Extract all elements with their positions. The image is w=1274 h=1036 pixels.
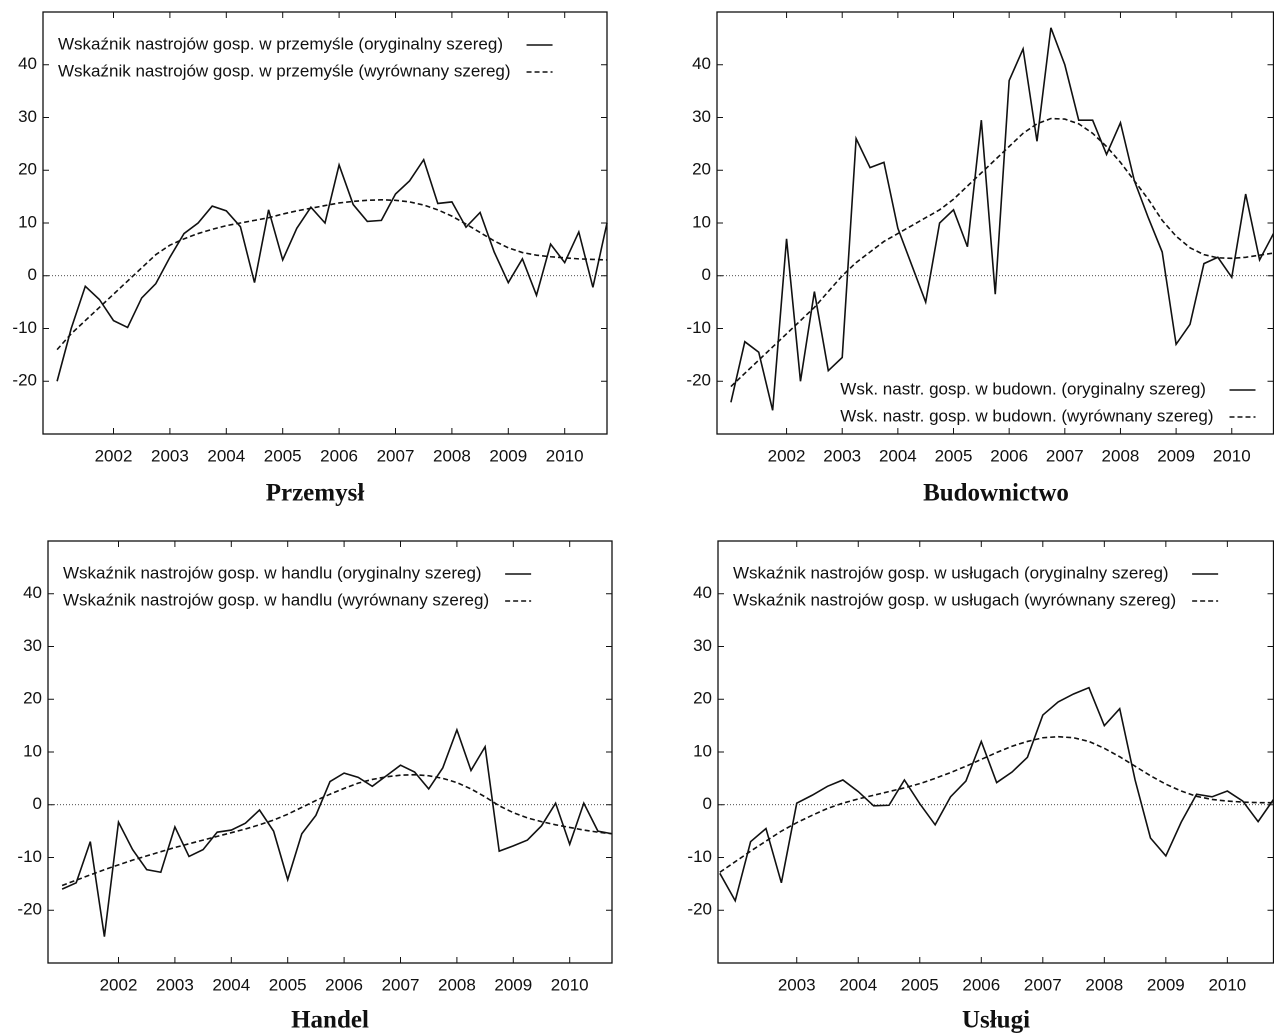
x-tick-label: 2008 — [438, 975, 476, 994]
legend-label: Wsk. nastr. gosp. w budown. (wyrównany s… — [840, 406, 1213, 425]
legend-label: Wsk. nastr. gosp. w budown. (oryginalny … — [840, 379, 1206, 398]
y-tick-label: 40 — [693, 583, 712, 602]
y-tick-label: 10 — [693, 741, 712, 760]
x-tick-label: 2008 — [433, 446, 471, 465]
y-tick-label: -10 — [12, 318, 37, 337]
series-line — [719, 735, 1274, 873]
legend-label: Wskaźnik nastrojów gosp. w handlu (wyrów… — [63, 590, 489, 609]
y-tick-label: 20 — [693, 689, 712, 708]
legend-label: Wskaźnik nastrojów gosp. w przemyśle (wy… — [58, 61, 511, 80]
y-tick-label: 20 — [23, 689, 42, 708]
y-tick-label: 30 — [692, 107, 711, 126]
x-tick-label: 2005 — [264, 446, 302, 465]
x-tick-label: 2008 — [1085, 975, 1123, 994]
x-tick-label: 2007 — [382, 975, 420, 994]
x-tick-label: 2003 — [823, 446, 861, 465]
y-tick-label: -20 — [17, 900, 42, 919]
x-tick-label: 2003 — [156, 975, 194, 994]
x-tick-label: 2002 — [95, 446, 133, 465]
x-tick-label: 2005 — [935, 446, 973, 465]
x-tick-label: 2006 — [990, 446, 1028, 465]
legend-label: Wskaźnik nastrojów gosp. w handlu (orygi… — [63, 563, 482, 582]
x-tick-label: 2009 — [1157, 446, 1195, 465]
x-tick-label: 2009 — [1147, 975, 1185, 994]
x-tick-label: 2004 — [879, 446, 917, 465]
series-line — [730, 117, 1274, 388]
y-tick-label: 40 — [23, 583, 42, 602]
x-tick-label: 2009 — [494, 975, 532, 994]
y-tick-label: -20 — [686, 371, 711, 390]
x-tick-label: 2006 — [962, 975, 1000, 994]
x-tick-label: 2010 — [546, 446, 584, 465]
x-tick-label: 2009 — [489, 446, 527, 465]
y-tick-label: 30 — [18, 107, 37, 126]
x-tick-label: 2002 — [100, 975, 138, 994]
x-tick-label: 2004 — [212, 975, 250, 994]
y-tick-label: 20 — [692, 160, 711, 179]
x-tick-label: 2005 — [269, 975, 307, 994]
y-tick-label: 40 — [18, 54, 37, 73]
legend: Wskaźnik nastrojów gosp. w przemyśle (or… — [58, 34, 553, 80]
plot-frame — [716, 11, 1274, 435]
legend-label: Wskaźnik nastrojów gosp. w usługach (wyr… — [733, 590, 1176, 609]
y-tick-label: -10 — [687, 847, 712, 866]
x-tick-label: 2004 — [207, 446, 245, 465]
x-tick-label: 2003 — [778, 975, 816, 994]
y-tick-label: 0 — [702, 265, 711, 284]
legend: Wskaźnik nastrojów gosp. w handlu (orygi… — [63, 563, 532, 609]
x-tick-label: 2008 — [1102, 446, 1140, 465]
y-tick-label: -10 — [17, 847, 42, 866]
y-tick-label: -10 — [686, 318, 711, 337]
legend-label: Wskaźnik nastrojów gosp. w usługach (ory… — [733, 563, 1169, 582]
y-tick-label: 0 — [703, 794, 712, 813]
y-tick-label: 10 — [18, 212, 37, 231]
y-tick-label: 10 — [23, 741, 42, 760]
x-tick-label: 2006 — [320, 446, 358, 465]
y-tick-label: 0 — [28, 265, 37, 284]
x-tick-label: 2004 — [839, 975, 877, 994]
series-line — [730, 27, 1274, 411]
x-tick-label: 2010 — [1208, 975, 1246, 994]
y-tick-label: 20 — [18, 160, 37, 179]
y-tick-label: 0 — [33, 794, 42, 813]
x-tick-label: 2007 — [1046, 446, 1084, 465]
x-tick-label: 2007 — [377, 446, 415, 465]
chart-title: Handel — [291, 1007, 369, 1034]
series-line — [56, 198, 608, 351]
x-tick-label: 2010 — [1213, 446, 1251, 465]
legend: Wskaźnik nastrojów gosp. w usługach (ory… — [733, 563, 1219, 609]
y-tick-label: 10 — [692, 212, 711, 231]
chart-title: Usługi — [962, 1007, 1030, 1034]
x-tick-label: 2007 — [1024, 975, 1062, 994]
x-tick-label: 2002 — [768, 446, 806, 465]
series-line — [56, 157, 608, 382]
x-tick-label: 2010 — [551, 975, 589, 994]
y-tick-label: 40 — [692, 54, 711, 73]
series-line — [61, 727, 613, 937]
legend: Wsk. nastr. gosp. w budown. (oryginalny … — [840, 379, 1256, 425]
chart-title: Przemysł — [266, 480, 365, 507]
chart-title: Budownictwo — [923, 480, 1069, 507]
series-line — [61, 773, 613, 887]
x-tick-label: 2003 — [151, 446, 189, 465]
x-tick-label: 2005 — [901, 975, 939, 994]
y-tick-label: 30 — [693, 636, 712, 655]
x-tick-label: 2006 — [325, 975, 363, 994]
series-line — [719, 686, 1274, 903]
y-tick-label: -20 — [12, 371, 37, 390]
legend-label: Wskaźnik nastrojów gosp. w przemyśle (or… — [58, 34, 503, 53]
y-tick-label: -20 — [687, 900, 712, 919]
y-tick-label: 30 — [23, 636, 42, 655]
